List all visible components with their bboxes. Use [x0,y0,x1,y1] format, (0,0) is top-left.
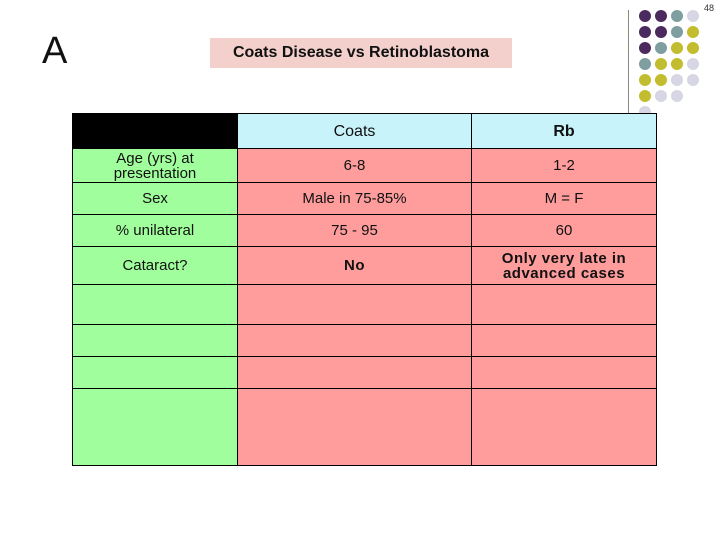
decor-dot [639,26,651,38]
rb-value [471,388,657,466]
decor-dot [655,42,667,54]
decor-dot-grid [639,10,720,118]
row-label: Cataract? [72,246,238,285]
rb-value: Only very late in advanced cases [471,246,657,285]
row-label: Age (yrs) at presentation [72,148,238,183]
decor-dot [655,74,667,86]
rb-value [471,324,657,357]
coats-value: No [237,246,472,285]
row-label [72,284,238,325]
decor-divider-line [628,10,629,118]
table-row [72,388,657,466]
decor-dot [639,42,651,54]
decor-dot [655,58,667,70]
decor-dot [671,90,683,102]
decor-dot [655,90,667,102]
table-row: Sex Male in 75-85% M = F [72,182,657,215]
table-row [72,356,657,389]
section-letter: A [42,30,68,72]
decor-dot [655,26,667,38]
decor-dot [671,42,683,54]
row-label [72,388,238,466]
rb-value: 1-2 [471,148,657,183]
decor-dot [687,42,699,54]
decor-dot [687,58,699,70]
decor-dot [639,10,651,22]
table-row: % unilateral 75 - 95 60 [72,214,657,247]
decor-dot [655,10,667,22]
row-label [72,324,238,357]
page-number: 48 [703,3,714,13]
coats-value: 75 - 95 [237,214,472,247]
table-header-row: Coats Rb [72,113,657,149]
coats-value [237,356,472,389]
decor-dot [671,74,683,86]
header-coats: Coats [237,113,472,149]
decor-dot [639,74,651,86]
coats-value: Male in 75-85% [237,182,472,215]
comparison-table: Coats Rb Age (yrs) at presentation 6-8 1… [72,113,657,466]
rb-value [471,284,657,325]
decor-dot [687,26,699,38]
decor-dot [687,74,699,86]
table-row: Age (yrs) at presentation 6-8 1-2 [72,148,657,183]
decor-dot [639,90,651,102]
coats-value [237,388,472,466]
row-label: % unilateral [72,214,238,247]
header-corner-cell [72,113,238,149]
decor-dot [671,26,683,38]
decor-dot [671,58,683,70]
coats-value: 6-8 [237,148,472,183]
header-rb: Rb [471,113,657,149]
coats-value [237,284,472,325]
slide-title: Coats Disease vs Retinoblastoma [210,38,512,68]
rb-value: 60 [471,214,657,247]
rb-value [471,356,657,389]
decor-dot [687,10,699,22]
rb-value: M = F [471,182,657,215]
decor-dot [671,10,683,22]
coats-value [237,324,472,357]
row-label [72,356,238,389]
table-row [72,284,657,325]
row-label: Sex [72,182,238,215]
decor-dot [639,58,651,70]
table-row: Cataract? No Only very late in advanced … [72,246,657,285]
table-row [72,324,657,357]
